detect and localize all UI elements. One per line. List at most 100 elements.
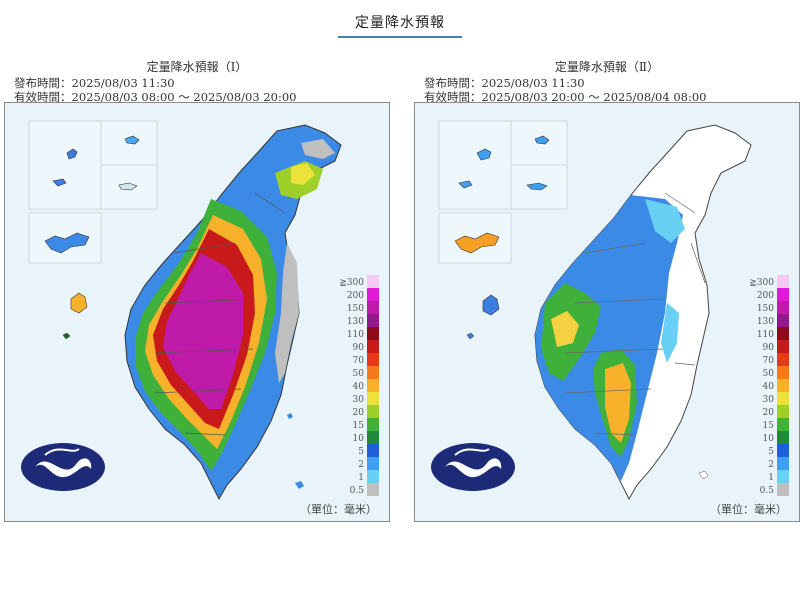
forecast-panel-1: 定量降水預報（Ⅰ） 發布時間：2025/08/03 11:30 有效時間：202… xyxy=(4,58,390,522)
legend-label: 30 xyxy=(353,395,365,405)
issued-time: 發布時間：2025/08/03 11:30 xyxy=(14,76,175,90)
inset-box-penghu xyxy=(28,212,102,264)
legend-label: 90 xyxy=(353,343,365,353)
rainfall-map: ≧300 200 150 130 110 90 70 50 40 30 20 15 10 5 2 1 0.5 （… xyxy=(414,102,800,522)
legend-label: 200 xyxy=(757,291,774,301)
green-island xyxy=(287,413,293,419)
legend-swatch xyxy=(367,470,379,483)
legend-label: 40 xyxy=(763,382,775,392)
penghu-islands xyxy=(454,232,500,254)
legend-label: 110 xyxy=(757,330,774,340)
legend-label: 70 xyxy=(763,356,775,366)
inset-box-matsu xyxy=(438,120,512,210)
legend-swatch xyxy=(777,314,789,327)
legend-label: 20 xyxy=(763,408,775,418)
unit-label: （單位：毫米） xyxy=(300,503,377,516)
map-svg: ≧300 200 150 130 110 90 70 50 40 30 20 15 10 5 2 1 0.5 xyxy=(431,120,789,501)
legend-swatch xyxy=(367,301,379,314)
legend-label: 200 xyxy=(347,291,364,301)
legend-label: ≧300 xyxy=(749,278,774,288)
legend-swatch xyxy=(367,418,379,431)
legend-label: 50 xyxy=(763,369,775,379)
legend-swatch xyxy=(367,288,379,301)
forecast-panel-2: 定量降水預報（Ⅱ） 發布時間：2025/08/03 11:30 有效時間：202… xyxy=(414,58,800,522)
legend-label: 0.5 xyxy=(350,486,365,496)
rainfall-map: ≧300 200 150 130 110 90 70 50 40 30 20 15 10 5 2 1 0.5 （… xyxy=(4,102,390,522)
legend-swatch xyxy=(777,392,789,405)
legend-label: 20 xyxy=(353,408,365,418)
legend-label: 150 xyxy=(347,304,364,314)
legend-swatch xyxy=(777,301,789,314)
panel-header: 定量降水預報（Ⅱ） 發布時間：2025/08/03 11:30 有效時間：202… xyxy=(414,58,800,104)
legend-label: 130 xyxy=(347,317,364,327)
rain-zone-lightblue xyxy=(645,199,685,243)
legend-swatch xyxy=(367,327,379,340)
legend-label: 1 xyxy=(768,473,774,483)
small-island xyxy=(62,332,71,340)
unit-label: （單位：毫米） xyxy=(710,503,787,516)
penghu-main-island xyxy=(482,294,500,316)
orchid-island xyxy=(295,481,304,489)
matsu-islands xyxy=(458,148,492,189)
rain-zone-east-coast xyxy=(661,303,679,363)
legend-swatch xyxy=(777,327,789,340)
legend-swatch xyxy=(367,366,379,379)
legend-label: 15 xyxy=(763,421,775,431)
inset-box-matsu xyxy=(28,120,102,210)
rain-zone-yilan xyxy=(291,163,315,185)
matsu-islands xyxy=(52,148,78,187)
legend-swatch xyxy=(367,353,379,366)
legend-label: 10 xyxy=(353,434,365,444)
rain-zone-blue xyxy=(535,195,683,481)
cwa-logo xyxy=(21,443,105,491)
legend-label: 40 xyxy=(353,382,365,392)
legend-swatch xyxy=(777,288,789,301)
legend-label: ≧300 xyxy=(339,278,364,288)
legend-label: 0.5 xyxy=(760,486,775,496)
legend-label: 50 xyxy=(353,369,365,379)
legend-swatch xyxy=(777,470,789,483)
legend-swatch xyxy=(367,379,379,392)
legend-label: 15 xyxy=(353,421,365,431)
kinmen-island xyxy=(118,182,138,191)
legend-swatch xyxy=(777,353,789,366)
legend-swatch xyxy=(777,340,789,353)
rain-zone-orange xyxy=(605,363,631,443)
legend-label: 2 xyxy=(768,460,774,470)
legend-swatch xyxy=(777,379,789,392)
legend-swatch xyxy=(777,275,789,288)
dry-zone-east xyxy=(275,243,299,383)
legend-label: 5 xyxy=(358,447,364,457)
legend-label: 90 xyxy=(763,343,775,353)
legend-swatch xyxy=(367,392,379,405)
inset-box-penghu xyxy=(438,212,512,264)
legend-swatch xyxy=(367,405,379,418)
rainfall-legend: ≧300 200 150 130 110 90 70 50 40 30 20 15 10 5 2 1 0.5 xyxy=(339,275,379,496)
title-underline xyxy=(338,36,462,38)
legend-swatch xyxy=(367,444,379,457)
panel-title: 定量降水預報（Ⅱ） xyxy=(554,60,660,74)
north-islet xyxy=(534,135,550,145)
legend-label: 30 xyxy=(763,395,775,405)
cwa-logo xyxy=(431,443,515,491)
rain-zone-yellow xyxy=(551,311,579,347)
legend-swatch xyxy=(367,483,379,496)
legend-swatch xyxy=(777,418,789,431)
penghu-islands xyxy=(44,232,90,254)
north-islet xyxy=(124,135,140,145)
page-title: 定量降水預報 xyxy=(355,15,445,31)
panel-title: 定量降水預報（Ⅰ） xyxy=(146,60,248,74)
county-borders xyxy=(564,192,706,436)
legend-label: 110 xyxy=(347,330,364,340)
legend-swatch xyxy=(367,340,379,353)
legend-label: 150 xyxy=(757,304,774,314)
legend-swatch xyxy=(777,444,789,457)
legend-swatch xyxy=(777,457,789,470)
kinmen-island xyxy=(526,182,548,191)
small-island xyxy=(466,332,475,340)
panel-header: 定量降水預報（Ⅰ） 發布時間：2025/08/03 11:30 有效時間：202… xyxy=(4,58,390,104)
legend-swatch xyxy=(367,457,379,470)
legend-label: 2 xyxy=(358,460,364,470)
orchid-island xyxy=(698,470,709,480)
legend-swatch xyxy=(777,483,789,496)
